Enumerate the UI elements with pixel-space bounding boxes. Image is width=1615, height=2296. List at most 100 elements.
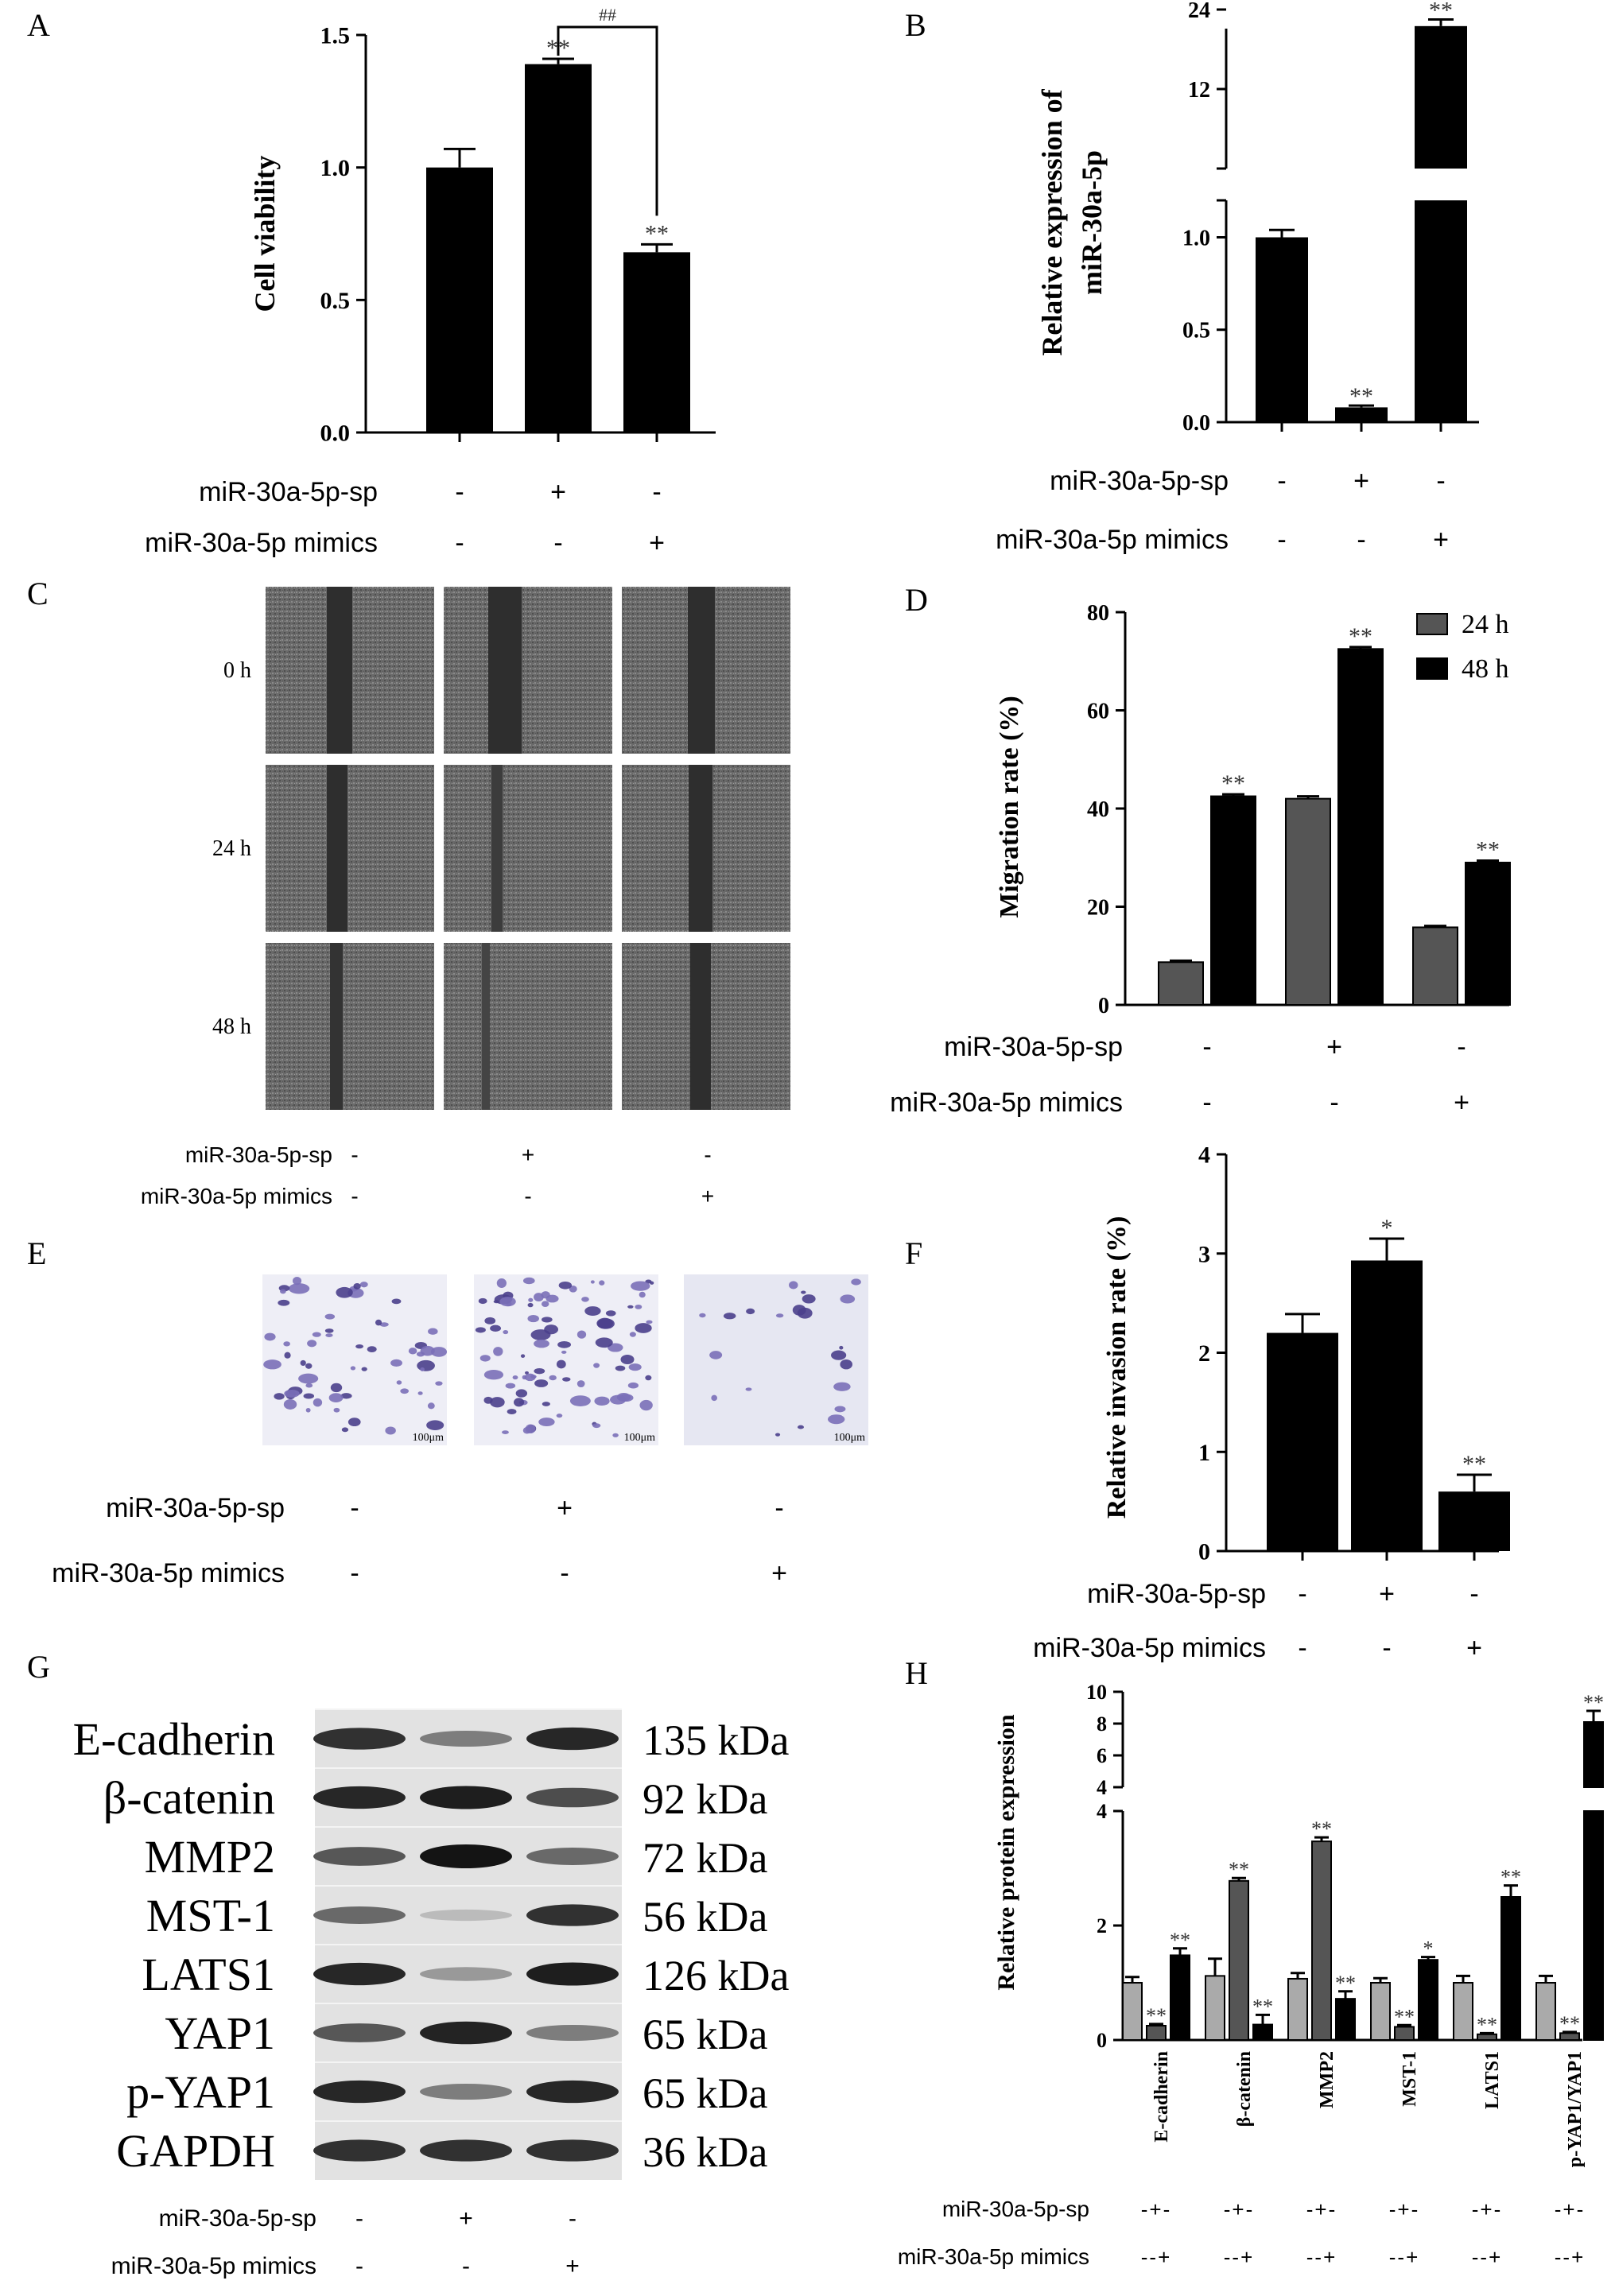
wound-gap [482, 943, 490, 1110]
protein-band [420, 1786, 512, 1809]
condition-sign: + [701, 1184, 714, 1208]
condition-sign: - [553, 528, 562, 558]
condition-label: miR-30a-5p mimics [145, 528, 378, 558]
significance-label: ** [1221, 770, 1245, 797]
protein-band [526, 1727, 619, 1751]
stained-cell [522, 1375, 527, 1380]
bar [1335, 1998, 1356, 2041]
stained-cell [284, 1389, 300, 1398]
panel-label-e: E [27, 1235, 46, 1271]
stained-cell [347, 1418, 361, 1427]
protein-size: 36 kDa [643, 2128, 767, 2176]
stained-cell [528, 1297, 534, 1302]
stained-cell [391, 1298, 402, 1305]
stained-cell [324, 1328, 334, 1333]
significance-label: ** [1335, 1972, 1356, 1995]
stained-cell [627, 1382, 639, 1389]
protein-band [420, 1844, 512, 1868]
protein-band [526, 1904, 619, 1926]
micrograph [262, 1274, 447, 1445]
bar [1418, 1959, 1438, 2041]
stained-cell [775, 1313, 784, 1318]
significance-label: ** [1146, 2004, 1167, 2027]
stained-cell [305, 1363, 313, 1369]
stained-cell [525, 1371, 529, 1375]
x-category-label: LATS1 [1482, 2051, 1503, 2109]
condition-signs: --+ [1306, 2245, 1337, 2269]
significance-label: ** [1559, 2012, 1580, 2035]
stained-cell [612, 1433, 619, 1437]
condition-sign: - [652, 477, 661, 507]
stained-cell [300, 1359, 306, 1367]
stained-cell [709, 1351, 723, 1359]
protein-band [313, 1906, 406, 1924]
condition-sign: - [1330, 1088, 1338, 1118]
protein-size: 65 kDa [643, 2069, 767, 2117]
protein-band [313, 2023, 406, 2042]
condition-sign: - [355, 2205, 363, 2232]
micrograph [266, 943, 434, 1110]
condition-sign: - [704, 1142, 711, 1167]
condition-label: miR-30a-5p-sp [159, 2205, 316, 2232]
stained-cell [615, 1365, 626, 1371]
condition-label: miR-30a-5p-sp [106, 1493, 285, 1523]
y-tick-label: 1 [1198, 1440, 1210, 1466]
significance-label: ** [1252, 1995, 1273, 2018]
condition-label: miR-30a-5p-sp [199, 477, 378, 507]
stained-cell [635, 1323, 652, 1333]
protein-band [526, 1787, 619, 1808]
condition-label: miR-30a-5p mimics [890, 1088, 1123, 1118]
stained-cell [396, 1380, 402, 1385]
stained-cell [350, 1366, 356, 1371]
y-tick-label: 2 [1097, 1914, 1107, 1937]
stained-cell [599, 1280, 605, 1286]
stained-cell [833, 1382, 851, 1391]
stained-cell [631, 1281, 650, 1291]
chart-b-mir30a-expression: 0.0 0.5 1.0 12 24 ** ** Relative expression of m… [1036, 0, 1479, 436]
stained-cell [274, 1393, 285, 1400]
stained-cell [840, 1359, 853, 1370]
condition-sign: + [459, 2205, 473, 2232]
significance-label: ** [1349, 623, 1372, 650]
wound-gap [488, 587, 522, 754]
stained-cell [541, 1301, 549, 1307]
y-tick-label: 0 [1098, 994, 1109, 1018]
condition-sign: - [1298, 1579, 1306, 1609]
stained-cell [797, 1425, 804, 1429]
micrograph [266, 765, 434, 932]
bar [1170, 1954, 1190, 2041]
stained-cell [503, 1329, 509, 1335]
y-tick-label: 20 [1087, 895, 1109, 920]
condition-label: miR-30a-5p mimics [996, 525, 1229, 555]
stained-cell [596, 1317, 613, 1329]
condition-sign: + [1433, 525, 1449, 555]
bar [1394, 2026, 1415, 2041]
stained-cell [284, 1352, 291, 1359]
condition-sign: - [455, 528, 464, 558]
bar-lower-segment [1583, 1810, 1604, 2041]
time-label-0h: 0 h [223, 658, 251, 683]
protein-name: GAPDH [116, 2125, 275, 2177]
stained-cell [628, 1363, 642, 1371]
wound-gap [330, 943, 343, 1110]
stained-cell [828, 1414, 845, 1425]
stained-cell [312, 1332, 321, 1337]
y-tick-label: 1.0 [1182, 226, 1210, 250]
significance-label: ** [1476, 836, 1500, 863]
condition-sign: - [462, 2253, 470, 2279]
panel-label-g: G [27, 1649, 50, 1685]
micrograph [444, 943, 612, 1110]
condition-label: miR-30a-5p mimics [898, 2244, 1089, 2269]
row-48h [266, 943, 790, 1110]
stained-cell [435, 1381, 443, 1386]
stained-cell [520, 1354, 526, 1358]
stained-cell [307, 1340, 317, 1348]
protein-size: 135 kDa [643, 1716, 789, 1764]
stained-cell [325, 1333, 333, 1338]
condition-signs: --+ [1555, 2245, 1586, 2269]
wound-gap [690, 943, 711, 1110]
condition-sign: - [1469, 1579, 1478, 1609]
stained-cell [324, 1313, 336, 1320]
